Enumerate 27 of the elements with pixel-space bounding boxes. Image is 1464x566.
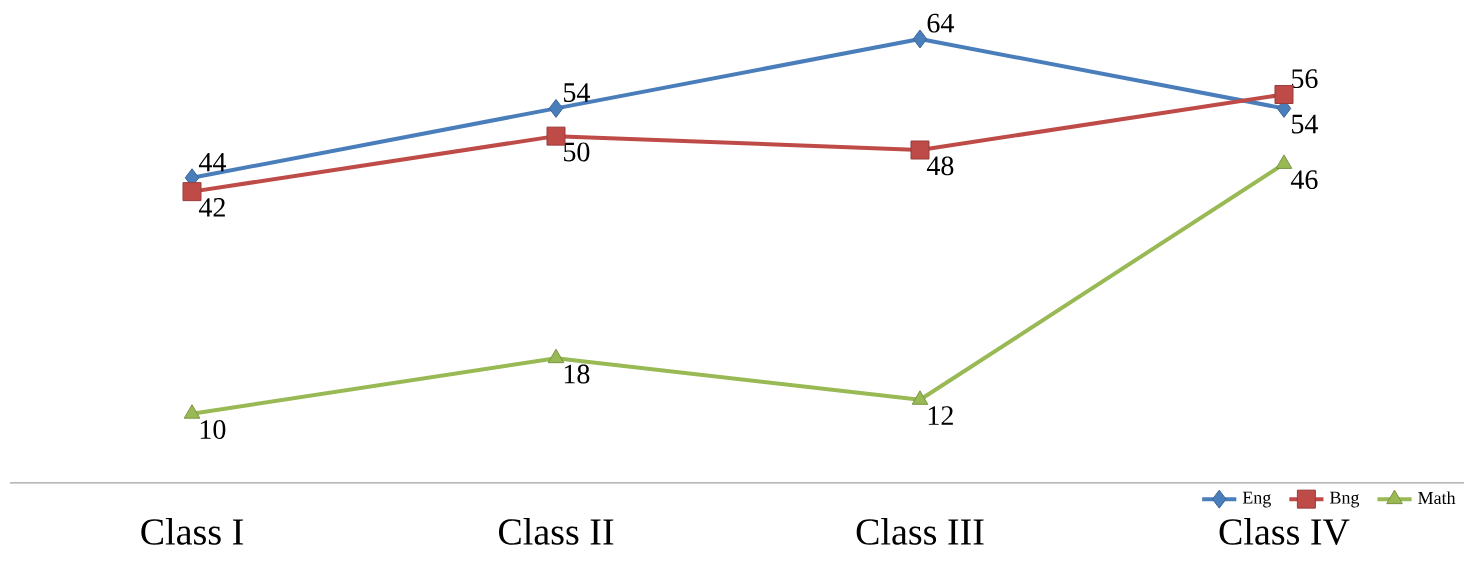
legend-label: Math: [1418, 491, 1456, 505]
data-label: 64: [927, 13, 954, 33]
data-label: 44: [198, 152, 226, 172]
point: [912, 29, 928, 49]
data-label: 10: [200, 420, 226, 439]
point: [1275, 154, 1293, 169]
x-tick-label: Class IV: [1219, 518, 1350, 545]
data-label: 50: [564, 142, 590, 162]
data-label: 54: [1292, 114, 1318, 134]
data-label: 48: [926, 156, 954, 176]
x-tick-label: Class II: [498, 518, 614, 545]
data-label: 56: [1292, 69, 1318, 89]
point: [1274, 85, 1294, 104]
point: [548, 98, 564, 118]
data-label: 18: [564, 364, 590, 384]
point: [546, 126, 566, 146]
x-tick-label: Class III: [856, 518, 984, 545]
data-label: 54: [564, 83, 590, 102]
point: [547, 348, 565, 364]
data-label: 42: [198, 198, 225, 217]
x-tick-label: Class I: [141, 518, 243, 545]
legend-label: Eng: [1242, 491, 1271, 508]
data-label: 46: [1290, 170, 1318, 190]
point: [911, 390, 929, 405]
legend-label: Bng: [1329, 491, 1360, 508]
data-label: 12: [928, 406, 953, 425]
point: [183, 404, 201, 419]
